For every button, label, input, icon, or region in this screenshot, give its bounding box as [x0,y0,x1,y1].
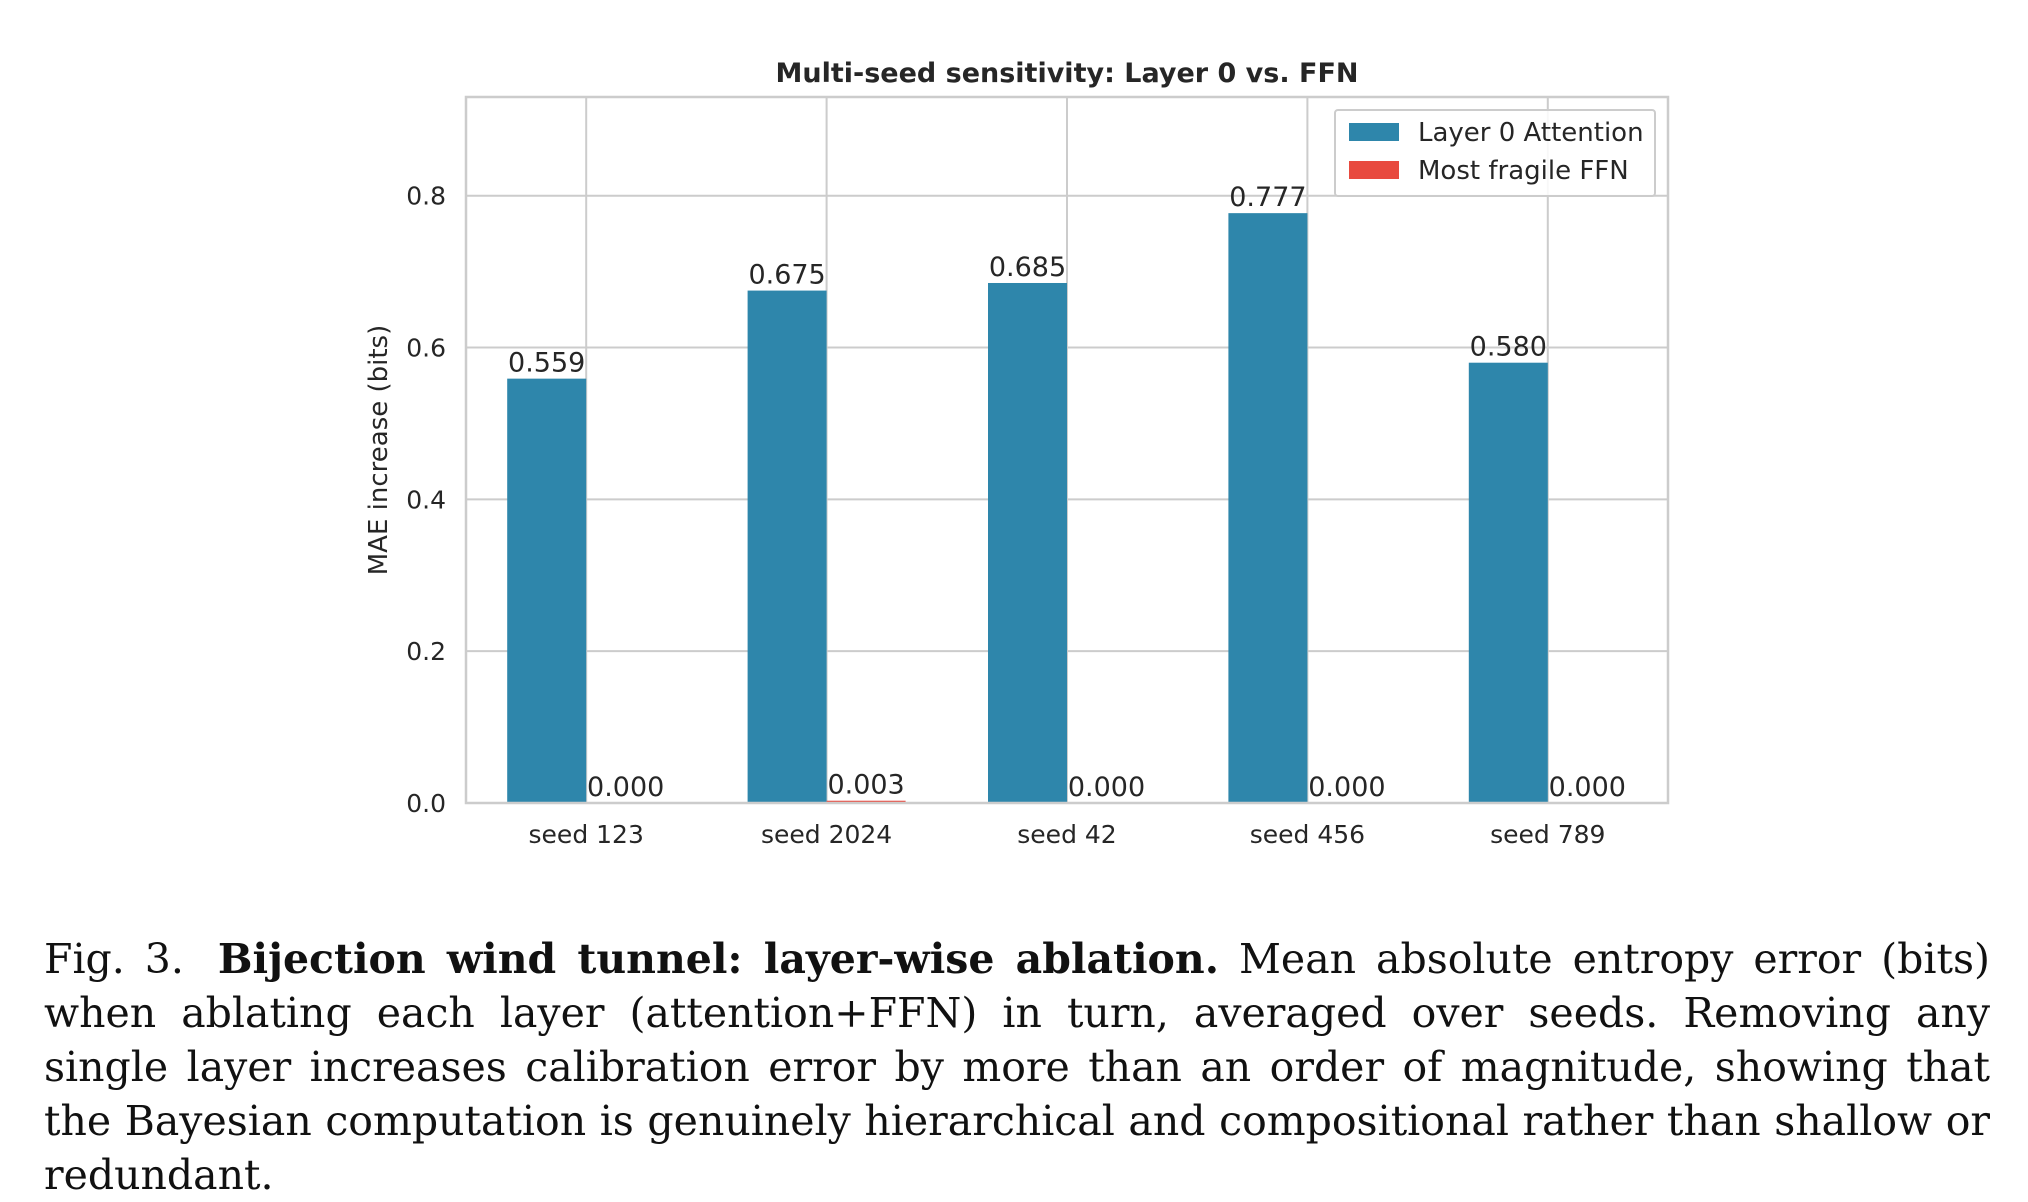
figure-caption: Fig. 3. Bijection wind tunnel: layer-wis… [44,932,1990,1202]
axes-frame [464,95,1670,805]
y-tick-label: 0.8 [406,182,446,211]
x-tick-label: seed 42 [1017,820,1116,849]
data-label-layer0: 0.777 [1229,182,1306,213]
data-label-layer0: 0.559 [508,348,585,379]
legend-label-ffn: Most fragile FFN [1418,156,1629,186]
data-label-layer0: 0.685 [989,252,1066,283]
legend: Layer 0 Attention Most fragile FFN [1334,109,1656,197]
legend-swatch-layer0 [1349,123,1399,141]
x-tick-label: seed 2024 [761,820,892,849]
chart-title: Multi-seed sensitivity: Layer 0 vs. FFN [775,58,1358,89]
x-tick-label: seed 123 [529,820,644,849]
caption-body: Mean absolute entropy error (bits) when … [44,935,1990,1199]
x-tick-labels: seed 123 seed 2024 seed 42 seed 456 seed 789 [529,820,1606,849]
x-tick-label: seed 789 [1490,820,1605,849]
bars [507,213,1548,804]
y-tick-label: 0.2 [406,637,446,666]
data-label-layer0: 0.675 [748,260,825,291]
legend-label-layer0: Layer 0 Attention [1418,118,1644,148]
bar-layer0-attention [1468,362,1548,803]
y-tick-labels: 0.0 0.2 0.4 0.6 0.8 [406,182,446,818]
data-label-layer0: 0.580 [1470,332,1547,363]
plot-area: 0.0 0.2 0.4 0.6 0.8 seed 123 seed 2024 seed 42… [406,95,1670,849]
bar-layer0-attention [988,282,1067,803]
y-axis-label: MAE increase (bits) [364,325,394,576]
y-tick-label: 0.4 [406,485,446,514]
y-tick-label: 0.0 [406,789,446,818]
legend-swatch-ffn [1349,161,1399,179]
caption-number: Fig. 3. [44,935,184,983]
x-tick-label: seed 456 [1250,820,1365,849]
data-label-ffn: 0.000 [587,772,664,803]
caption-title: Bijection wind tunnel: layer-wise ablati… [217,935,1219,983]
y-tick-label: 0.6 [406,334,446,363]
data-label-ffn: 0.003 [827,770,904,801]
figure: Multi-seed sensitivity: Layer 0 vs. FFN … [364,58,1670,849]
data-labels: 0.559 0.675 0.685 0.777 0.580 0.000 0.003 0.000… [508,182,1626,803]
data-label-ffn: 0.000 [1068,772,1145,803]
bar-layer0-attention [507,378,587,803]
bar-layer0-attention [1228,213,1308,804]
data-label-ffn: 0.000 [1549,772,1626,803]
bar-layer0-attention [747,290,827,803]
legend-box [1334,109,1656,197]
data-label-ffn: 0.000 [1308,772,1385,803]
